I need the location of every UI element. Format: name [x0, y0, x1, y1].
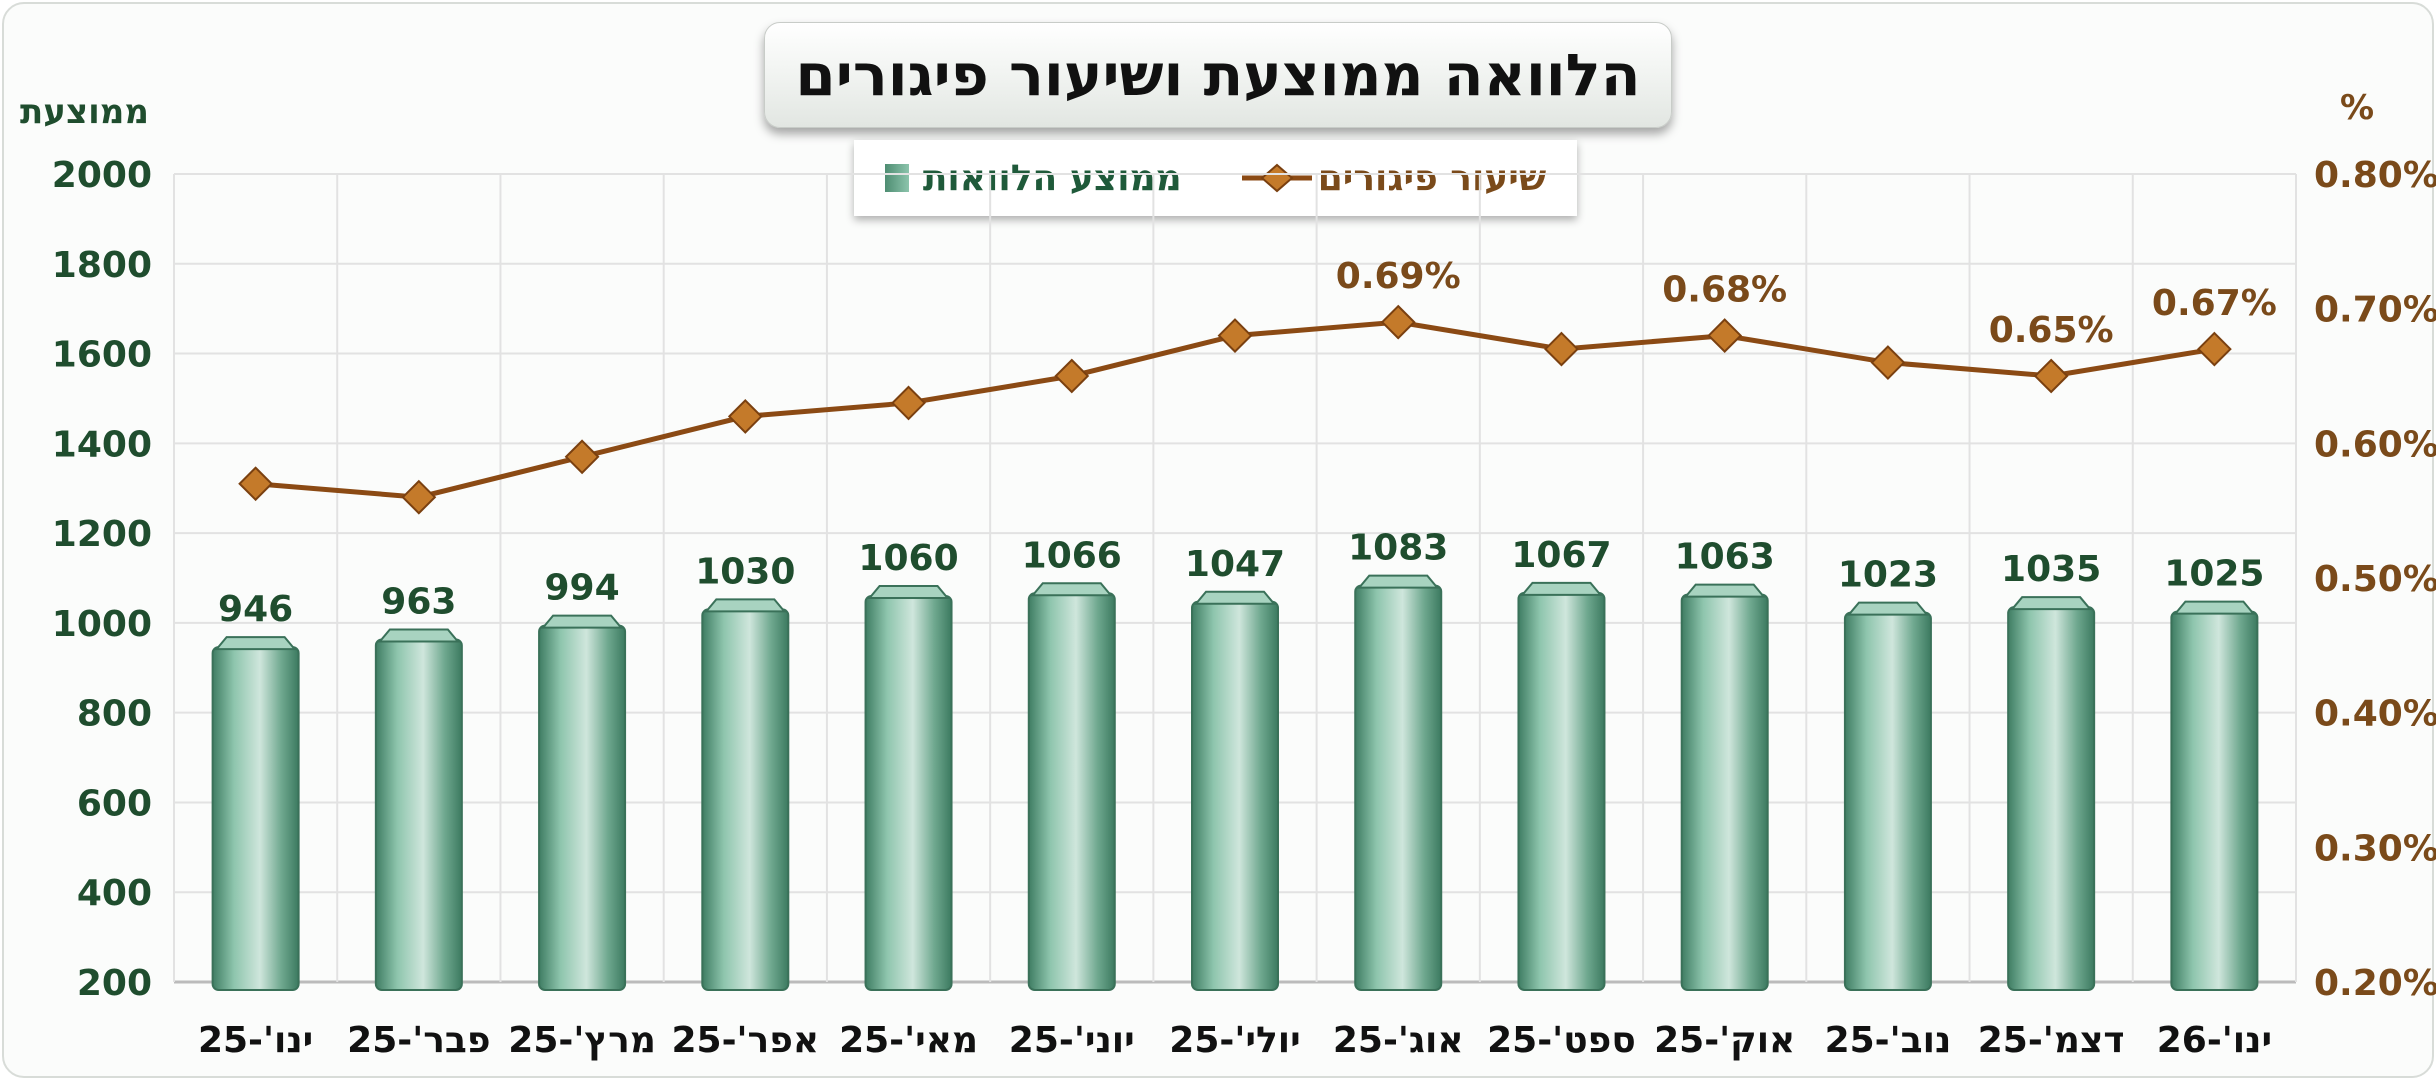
bar-data-label: 1023: [1838, 555, 1938, 596]
rate-marker: [1054, 358, 1090, 394]
right-axis-title: %: [2340, 88, 2375, 128]
bar: [1517, 591, 1606, 992]
bar-data-label: 963: [381, 581, 456, 622]
rate-marker: [2196, 331, 2232, 367]
bar-top: [704, 598, 787, 613]
rate-marker: [1870, 345, 1906, 380]
bar: [1027, 592, 1116, 991]
rate-marker: [564, 439, 600, 475]
bar-top: [540, 614, 624, 629]
bar: [864, 594, 953, 991]
rate-marker: [2033, 358, 2069, 394]
bar-top: [1357, 574, 1440, 589]
right-tick-label: 0.80%: [2314, 155, 2436, 196]
rate-marker: [727, 398, 763, 434]
bar: [538, 624, 627, 991]
rate-marker: [891, 385, 926, 421]
right-tick-label: 0.50%: [2314, 559, 2436, 600]
bar-top: [1193, 590, 1277, 605]
left-tick-label: 1200: [52, 514, 152, 555]
left-tick-label: 1800: [52, 245, 152, 286]
bar-top: [377, 628, 460, 643]
bar-data-label: 1063: [1675, 537, 1775, 578]
right-tick-label: 0.20%: [2314, 963, 2436, 1004]
x-tick-label: אוק'-25: [1654, 1020, 1795, 1061]
bar-top: [1846, 601, 1930, 616]
left-tick-label: 600: [77, 783, 152, 824]
left-axis-title: ממוצעת: [20, 92, 149, 132]
bar-top: [214, 636, 297, 651]
right-tick-label: 0.70%: [2314, 290, 2436, 331]
bar: [2170, 610, 2259, 992]
bar: [1191, 600, 1279, 992]
right-tick-label: 0.60%: [2314, 424, 2436, 465]
x-tick-label: מאי'-25: [839, 1020, 978, 1061]
bar-data-label: 1083: [1348, 528, 1448, 569]
x-tick-label: ספט'-25: [1487, 1020, 1636, 1061]
x-tick-label: ינו'-26: [2157, 1020, 2272, 1061]
bar-data-label: 994: [544, 568, 619, 609]
rate-marker: [1544, 331, 1579, 367]
green-square-icon: [884, 164, 909, 192]
bar: [211, 646, 300, 992]
bar-top: [1030, 582, 1113, 597]
rate-data-label: 0.68%: [1662, 270, 1787, 311]
bar-top: [867, 584, 950, 599]
bar: [374, 638, 463, 992]
bar: [1354, 584, 1443, 991]
bar-data-label: 1067: [1511, 535, 1611, 576]
x-tick-label: יוני'-25: [1009, 1020, 1135, 1061]
bar-data-label: 1035: [2001, 549, 2101, 590]
x-tick-label: אוג'-25: [1333, 1020, 1464, 1061]
x-tick-label: ינו'-25: [198, 1020, 313, 1061]
legend-line-label: שיעור פיגורים: [1317, 157, 1547, 199]
left-tick-label: 800: [77, 694, 152, 735]
bar-data-label: 946: [218, 589, 293, 630]
rate-marker: [1380, 304, 1416, 340]
x-tick-label: דצמ'-25: [1978, 1020, 2125, 1061]
x-tick-label: מרץ'-25: [508, 1020, 656, 1061]
bar: [701, 608, 790, 992]
bar-top: [1520, 581, 1603, 596]
x-tick-label: פבר'-25: [347, 1020, 490, 1061]
bar-data-label: 1030: [695, 551, 795, 592]
bar-data-label: 1047: [1185, 544, 1285, 585]
chart-title: הלוואה ממוצעת ושיעור פיגורים: [795, 41, 1641, 109]
bar-data-label: 1025: [2164, 554, 2264, 595]
rate-data-label: 0.67%: [2152, 283, 2277, 324]
bar-data-label: 1066: [1022, 535, 1122, 576]
left-tick-label: 2000: [52, 155, 152, 196]
x-tick-label: יולי'-25: [1169, 1020, 1300, 1061]
legend: שיעור פיגורים ממוצע הלוואות: [854, 140, 1577, 216]
rate-marker: [1707, 318, 1743, 354]
chart-title-box: הלוואה ממוצעת ושיעור פיגורים: [764, 22, 1672, 128]
left-tick-label: 400: [77, 873, 152, 914]
left-tick-label: 1000: [52, 604, 152, 645]
left-tick-label: 1400: [52, 424, 152, 465]
legend-item-line: שיעור פיגורים: [1241, 157, 1547, 199]
bar: [1843, 611, 1932, 991]
bar: [2007, 606, 2096, 992]
rate-marker: [238, 466, 274, 502]
rate-data-label: 0.65%: [1989, 310, 2114, 351]
right-tick-label: 0.30%: [2314, 828, 2436, 869]
x-tick-label: אפר'-25: [671, 1020, 819, 1061]
rate-marker: [401, 479, 437, 515]
x-tick-label: נוב'-25: [1825, 1020, 1952, 1061]
bar-top: [2173, 600, 2256, 615]
bar-top: [1683, 583, 1766, 598]
bar-top: [2010, 596, 2093, 611]
bar-data-label: 1060: [858, 538, 958, 579]
rate-data-label: 0.69%: [1336, 256, 1461, 297]
legend-item-bar: ממוצע הלוואות: [884, 157, 1182, 199]
left-tick-label: 1600: [52, 335, 152, 376]
bar: [1680, 593, 1769, 991]
right-tick-label: 0.40%: [2314, 694, 2436, 735]
legend-bar-label: ממוצע הלוואות: [922, 157, 1182, 199]
left-tick-label: 200: [77, 963, 152, 1004]
rate-marker: [1217, 318, 1253, 354]
